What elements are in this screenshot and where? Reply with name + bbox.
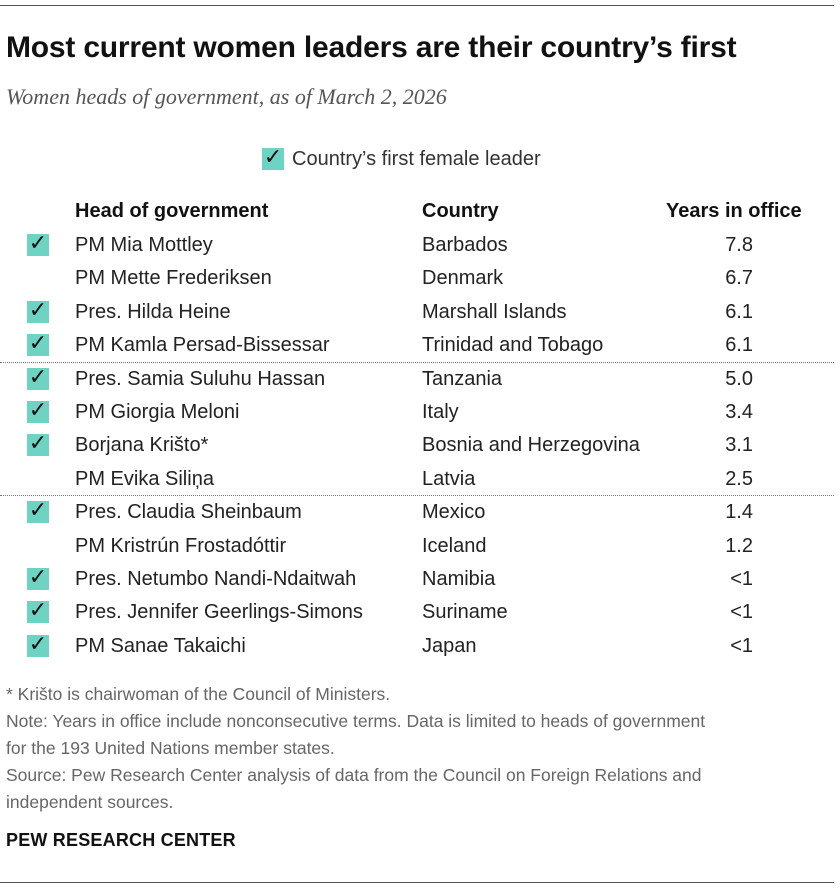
cell-years-in-office: 6.1: [725, 334, 753, 357]
group-separator: [0, 361, 834, 363]
table-row: ✓ Pres. Hilda Heine Marshall Islands 6.1: [0, 296, 834, 329]
cell-head-of-government: Pres. Hilda Heine: [75, 300, 231, 323]
table-row: ✓ Pres. Netumbo Nandi-Ndaitwah Namibia <1: [0, 563, 834, 596]
chart-title: Most current women leaders are their cou…: [6, 31, 737, 64]
cell-country: Mexico: [422, 501, 486, 524]
legend-label: Country’s first female leader: [292, 147, 541, 170]
table-row: ✓ PM Giorgia Meloni Italy 3.4: [0, 396, 834, 429]
checkmark-icon: ✓: [27, 364, 49, 390]
table-row: ✓ Borjana Krišto* Bosnia and Herzegovina 3.…: [0, 429, 834, 462]
footnote-note-line-2: for the 193 United Nations member states…: [6, 738, 335, 758]
cell-years-in-office: 1.4: [725, 501, 753, 524]
cell-head-of-government: PM Kamla Persad-Bissessar: [75, 334, 330, 357]
cell-country: Tanzania: [422, 367, 503, 390]
cell-country: Suriname: [422, 601, 508, 624]
footnote-asterisk: * Krišto is chairwoman of the Council of…: [6, 684, 391, 704]
cell-years-in-office: 3.1: [725, 434, 753, 457]
cell-head-of-government: PM Sanae Takaichi: [75, 634, 246, 657]
table-row: PM Kristrún Frostadóttir Iceland 1.2: [0, 530, 834, 563]
cell-years-in-office: 3.4: [725, 401, 753, 423]
footnote-note-line-1: Note: Years in office include nonconsecu…: [6, 711, 706, 731]
cell-years-in-office: 2.5: [725, 467, 753, 490]
cell-years-in-office: 6.7: [725, 267, 753, 290]
brand-logo-text: PEW RESEARCH CENTER: [6, 830, 236, 850]
cell-years-in-office: <1: [730, 601, 753, 624]
table-row: ✓ Pres. Jennifer Geerlings-Simons Suriname…: [0, 596, 834, 629]
cell-country: Barbados: [422, 234, 508, 256]
table-row: ✓ Pres. Claudia Sheinbaum Mexico 1.4: [0, 496, 834, 529]
top-rule: [0, 5, 834, 6]
cell-head-of-government: PM Mia Mottley: [75, 234, 213, 256]
cell-head-of-government: PM Kristrún Frostadóttir: [75, 534, 287, 557]
cell-head-of-government: Pres. Jennifer Geerlings-Simons: [75, 601, 363, 624]
chart-subtitle: Women heads of government, as of March 2…: [6, 84, 447, 109]
cell-country: Latvia: [422, 467, 476, 490]
table-row: PM Evika Siliņa Latvia 2.5: [0, 463, 834, 496]
cell-head-of-government: Pres. Claudia Sheinbaum: [75, 501, 302, 524]
column-header-country: Country: [422, 200, 499, 222]
checkmark-icon: ✓: [27, 498, 49, 524]
column-header-years-in-office: Years in office: [666, 200, 802, 222]
table-row: ✓ PM Kamla Persad-Bissessar Trinidad and T…: [0, 329, 834, 362]
cell-head-of-government: Pres. Samia Suluhu Hassan: [75, 367, 326, 390]
group-separator: [0, 495, 834, 497]
table-row: ✓ Pres. Samia Suluhu Hassan Tanzania 5.0: [0, 363, 834, 396]
cell-country: Iceland: [422, 534, 487, 557]
footnote-source-line-2: independent sources.: [6, 792, 174, 812]
bottom-rule: [0, 882, 834, 883]
checkmark-icon: ✓: [27, 297, 49, 323]
cell-years-in-office: 1.2: [725, 534, 753, 557]
checkmark-icon: ✓: [262, 145, 284, 170]
cell-country: Bosnia and Herzegovina: [422, 434, 640, 457]
cell-country: Marshall Islands: [422, 300, 567, 323]
cell-head-of-government: Borjana Krišto*: [75, 434, 209, 457]
table-row: ✓ PM Sanae Takaichi Japan <1: [0, 630, 834, 663]
cell-country: Japan: [422, 634, 477, 657]
cell-years-in-office: 7.8: [725, 234, 753, 256]
cell-head-of-government: PM Evika Siliņa: [75, 467, 214, 490]
cell-country: Denmark: [422, 267, 504, 290]
checkmark-icon: ✓: [27, 598, 49, 624]
checkmark-icon: ✓: [27, 231, 49, 256]
footnote-source-line-1: Source: Pew Research Center analysis of …: [6, 765, 702, 785]
checkmark-icon: ✓: [27, 398, 49, 423]
cell-country: Namibia: [422, 568, 496, 590]
cell-head-of-government: PM Mette Frederiksen: [75, 267, 272, 290]
cell-years-in-office: <1: [730, 568, 753, 590]
cell-years-in-office: 6.1: [725, 300, 753, 323]
cell-country: Italy: [422, 401, 459, 423]
cell-years-in-office: <1: [730, 634, 753, 657]
checkmark-icon: ✓: [27, 565, 49, 590]
table-row: PM Mette Frederiksen Denmark 6.7: [0, 262, 834, 295]
cell-head-of-government: PM Giorgia Meloni: [75, 401, 240, 423]
checkmark-icon: ✓: [27, 631, 49, 657]
checkmark-icon: ✓: [27, 331, 49, 357]
column-header-head-of-government: Head of government: [75, 200, 269, 222]
cell-country: Trinidad and Tobago: [422, 334, 604, 357]
cell-head-of-government: Pres. Netumbo Nandi-Ndaitwah: [75, 568, 357, 590]
table-row: ✓ PM Mia Mottley Barbados 7.8: [0, 229, 834, 262]
legend: ✓ Country’s first female leader: [262, 145, 541, 171]
cell-years-in-office: 5.0: [725, 367, 753, 390]
checkmark-icon: ✓: [27, 431, 49, 457]
